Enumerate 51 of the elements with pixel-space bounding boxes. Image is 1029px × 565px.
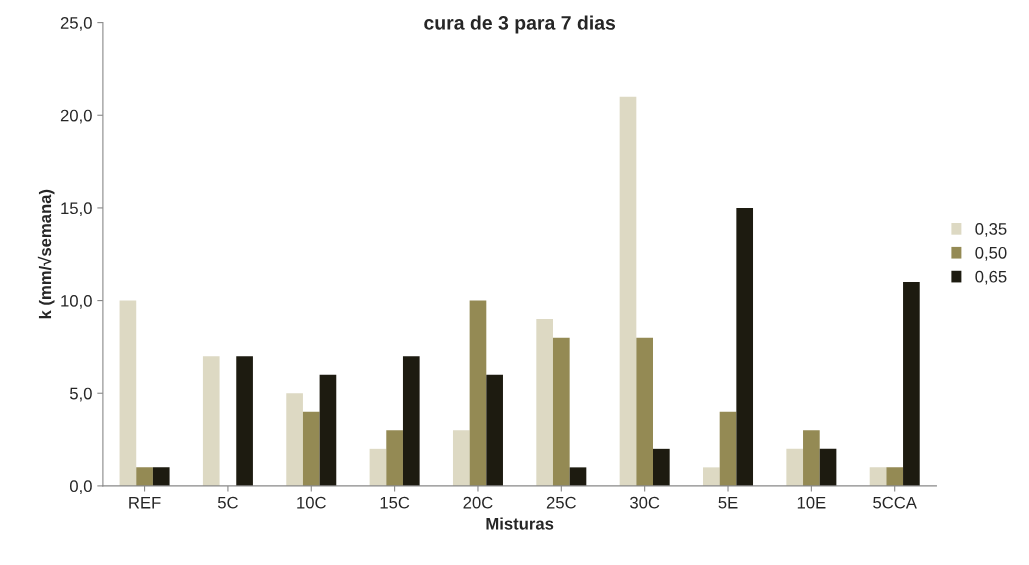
bar <box>202 356 220 486</box>
bar <box>236 356 253 486</box>
bar <box>152 467 170 486</box>
y-tick-label: 20,0 <box>60 109 92 124</box>
bar <box>386 430 403 486</box>
y-tick-label: 5,0 <box>69 387 92 402</box>
x-tick-label: 5E <box>718 496 738 509</box>
legend-label: 0,65 <box>975 270 1007 285</box>
x-tick-label: 10E <box>797 496 826 509</box>
bar <box>286 393 303 486</box>
bar <box>119 300 137 486</box>
x-tick-label: 5CCA <box>873 496 917 509</box>
bar <box>786 448 804 486</box>
x-tick-label: 5C <box>217 496 238 509</box>
bar <box>536 319 553 486</box>
bar <box>819 448 837 486</box>
x-tick-label: 10C <box>297 496 326 509</box>
bar <box>136 467 153 486</box>
legend-label: 0,50 <box>975 246 1007 261</box>
y-tick-label: 0,0 <box>69 480 92 495</box>
bar <box>736 207 754 486</box>
bar <box>619 96 637 486</box>
bar <box>719 411 737 486</box>
bar <box>319 374 337 486</box>
y-tick-label: 15,0 <box>61 202 92 217</box>
bar <box>903 282 920 486</box>
bar <box>703 467 720 486</box>
x-tick-label: 15C <box>380 496 410 509</box>
bar <box>869 467 887 486</box>
bar <box>469 300 487 486</box>
chart-title: cura de 3 para 7 dias <box>424 15 616 34</box>
x-tick-label: 20C <box>463 496 493 509</box>
x-tick-label: 25C <box>546 496 576 509</box>
bar <box>653 448 670 486</box>
y-tick-label: 25,0 <box>60 17 92 31</box>
x-axis-title: Misturas <box>486 517 554 530</box>
bar <box>369 448 387 486</box>
bar <box>452 430 470 486</box>
bar <box>803 430 820 486</box>
y-axis-title: k (mm/√semana) <box>37 189 55 319</box>
bar <box>569 467 587 486</box>
bar <box>636 337 653 486</box>
bar <box>886 467 904 486</box>
legend-label: 0,35 <box>975 223 1007 237</box>
y-tick-label: 10,0 <box>61 294 92 309</box>
bar <box>402 356 420 486</box>
bar <box>552 337 570 486</box>
x-tick-label: 30C <box>630 496 660 509</box>
bar <box>302 411 320 486</box>
bar <box>486 374 503 486</box>
x-tick-label: REF <box>129 496 161 509</box>
